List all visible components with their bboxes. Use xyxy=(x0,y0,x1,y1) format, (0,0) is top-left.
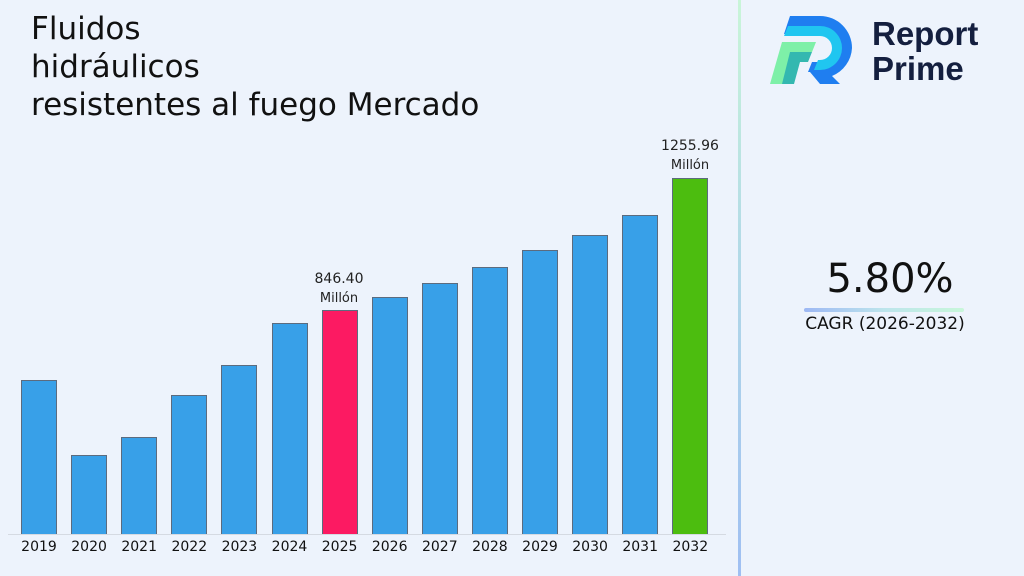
x-tick-label: 2026 xyxy=(371,539,408,555)
annotation-2032-value: 1255.96 xyxy=(661,138,719,154)
bar-2028 xyxy=(471,267,508,534)
panel-divider xyxy=(738,0,741,576)
x-tick-label: 2020 xyxy=(71,539,107,555)
title-line-1: Fluidos xyxy=(31,11,141,47)
bar-2025 xyxy=(321,310,358,534)
bar-2026 xyxy=(371,297,408,534)
x-tick-label: 2030 xyxy=(572,539,608,555)
report-prime-logo: Report Prime xyxy=(768,14,1008,88)
x-axis-baseline xyxy=(8,534,726,535)
bar-2031 xyxy=(622,215,659,534)
x-tick-label: 2019 xyxy=(21,539,57,555)
brand-name: Report Prime xyxy=(872,16,978,86)
bar-2021 xyxy=(121,437,158,534)
brand-name-line-1: Report xyxy=(872,15,979,52)
bar-2019 xyxy=(21,380,57,534)
x-tick-label: 2025 xyxy=(321,539,358,555)
bar-2024 xyxy=(271,323,308,534)
annotation-2032-unit: Millón xyxy=(670,158,710,173)
x-tick-label: 2028 xyxy=(472,539,508,555)
chart-title: Fluidos hidráulicos resistentes al fuego… xyxy=(31,10,591,124)
x-tick-label: 2027 xyxy=(421,539,458,555)
bar-chart: 2019 2020 2021 2022 2023 2024 2025 2026 2027 2028… xyxy=(8,178,726,555)
annotation-2025: 846.40 Millón xyxy=(294,269,384,309)
x-tick-label: 2032 xyxy=(672,539,709,555)
x-tick-label: 2029 xyxy=(522,539,558,555)
x-tick-label: 2031 xyxy=(622,539,658,555)
brand-name-line-2: Prime xyxy=(872,50,964,87)
cagr-value: 5.80% xyxy=(826,256,954,302)
annotation-2025-unit: Millón xyxy=(319,291,359,306)
title-line-2: hidráulicos xyxy=(31,49,200,85)
bar-2032 xyxy=(672,178,709,534)
annotation-2032: 1255.96 Millón xyxy=(645,136,735,176)
cagr-underline xyxy=(804,308,964,312)
title-line-3: resistentes al fuego Mercado xyxy=(31,87,480,123)
bar-2029 xyxy=(522,250,558,534)
x-tick-label: 2022 xyxy=(171,539,208,555)
bar-2027 xyxy=(421,283,458,534)
bar-2020 xyxy=(71,455,108,534)
x-tick-label: 2023 xyxy=(221,539,258,555)
bar-2022 xyxy=(171,395,208,534)
bar-2023 xyxy=(221,365,258,534)
annotation-2025-value: 846.40 xyxy=(314,271,364,287)
bar-2030 xyxy=(572,235,609,534)
x-tick-label: 2021 xyxy=(121,539,157,555)
x-tick-label: 2024 xyxy=(271,539,308,555)
cagr-label: CAGR (2026-2032) xyxy=(805,314,965,334)
report-prime-logo-icon xyxy=(770,16,852,84)
